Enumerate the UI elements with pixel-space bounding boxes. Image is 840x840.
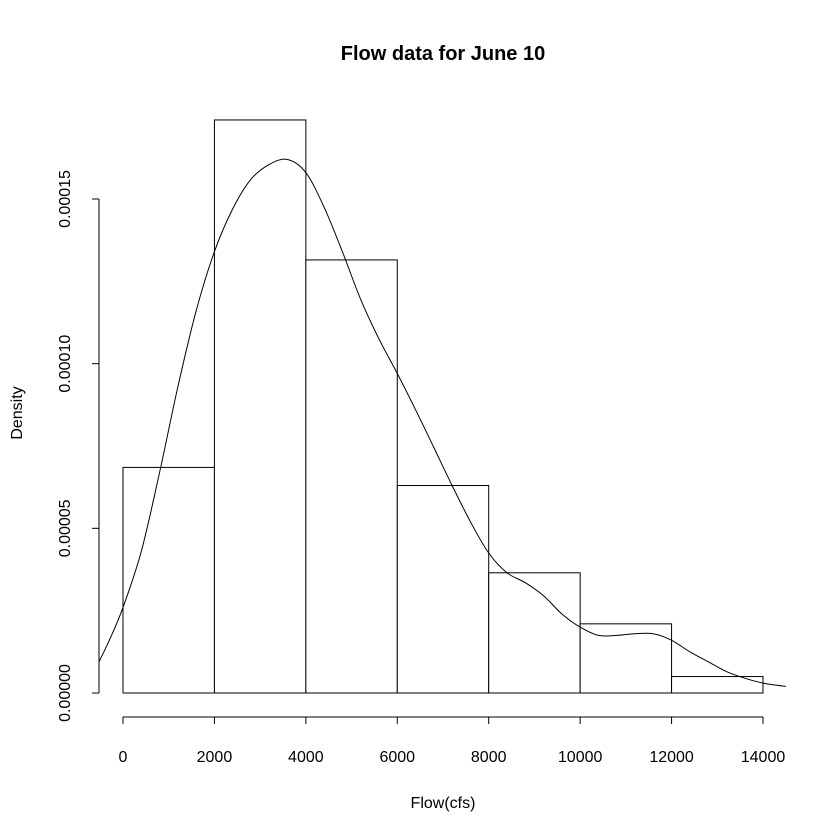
x-tick-label-3: 6000	[379, 749, 415, 766]
y-tick-label-2: 0.00010	[57, 335, 74, 393]
histogram-bar-2	[305, 259, 398, 694]
x-tick-label-0: 0	[119, 749, 128, 766]
y-tick-label-0: 0.00000	[57, 664, 74, 722]
x-tick-label-1: 2000	[197, 749, 233, 766]
histogram-bar-0	[122, 466, 215, 694]
density-curve-group	[98, 158, 786, 687]
histogram-bar-3	[396, 485, 490, 694]
x-tick-label-4: 8000	[471, 749, 507, 766]
histogram-bar-6	[671, 676, 764, 694]
histogram-bars	[122, 119, 764, 694]
x-axis: 0 2000 4000 6000 8000 10000 12000 14000	[119, 716, 786, 766]
x-tick-label-2: 4000	[288, 749, 324, 766]
y-axis: 0.00000 0.00005 0.00010 0.00015	[57, 170, 100, 722]
y-tick-label-3: 0.00015	[57, 170, 74, 228]
histogram-bar-1	[213, 119, 307, 694]
x-tick-label-5: 10000	[558, 749, 603, 766]
x-axis-label: Flow(cfs)	[411, 795, 476, 812]
histogram-bar-4	[488, 572, 581, 694]
y-tick-label-1: 0.00005	[57, 499, 74, 557]
x-tick-label-6: 12000	[649, 749, 694, 766]
chart-title: Flow data for June 10	[341, 43, 545, 65]
y-axis-label: Density	[9, 386, 26, 439]
x-tick-label-7: 14000	[741, 749, 786, 766]
histogram-bar-5	[579, 623, 673, 694]
density-curve	[98, 158, 786, 687]
